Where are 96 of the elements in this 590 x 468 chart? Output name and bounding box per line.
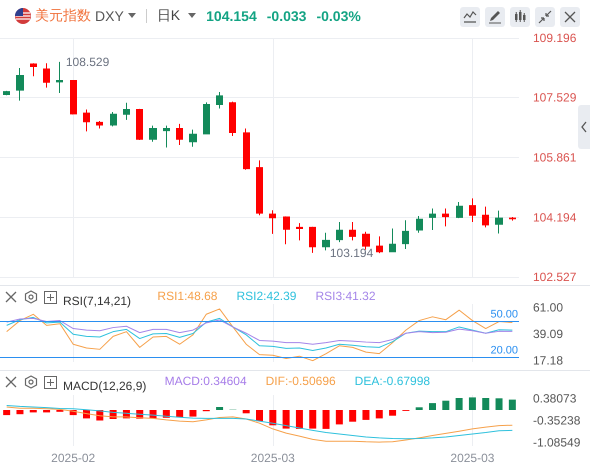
candlestick xyxy=(349,222,356,241)
bar xyxy=(349,410,356,422)
text: DIF:-0.50696 xyxy=(266,374,336,388)
y-tick-label: 39.09 xyxy=(533,327,564,342)
candlestick xyxy=(30,62,37,77)
candlestick xyxy=(123,102,130,120)
bar xyxy=(296,410,303,429)
y-tick-label: 104.194 xyxy=(533,210,577,224)
y-tick-label: 61.00 xyxy=(533,300,564,315)
candlestick xyxy=(469,198,476,223)
x-tick-label: 2025-03 xyxy=(450,451,495,465)
line-series xyxy=(6,318,513,345)
candlestick xyxy=(83,109,90,132)
y-tick-label: 109.196 xyxy=(533,31,577,45)
bar xyxy=(496,398,503,410)
candlestick xyxy=(149,125,157,142)
ref-line-label: 20.00 xyxy=(490,344,518,357)
text: 日K xyxy=(156,7,180,25)
candlestick xyxy=(283,216,290,245)
candlestick xyxy=(229,101,236,137)
candlestick xyxy=(362,231,370,250)
candlestick xyxy=(43,62,50,88)
text: -0.033 xyxy=(266,8,306,24)
y-tick-label: 0.38073 xyxy=(533,392,577,406)
bar xyxy=(389,410,396,416)
candlestick xyxy=(256,160,263,216)
chart-title: MACD(12,26,9) xyxy=(63,379,146,393)
candlestick xyxy=(509,216,516,222)
bar xyxy=(482,398,490,410)
candlestick xyxy=(96,120,103,130)
bar xyxy=(336,410,343,424)
candlestick xyxy=(56,61,63,94)
text: 104.154 xyxy=(206,8,257,24)
candlestick xyxy=(416,215,423,234)
bar xyxy=(416,407,423,410)
text: -0.03% xyxy=(316,8,361,24)
candlestick xyxy=(376,236,383,254)
series-label: MACD:0.34604 xyxy=(164,374,247,388)
candlestick xyxy=(389,228,396,252)
chart-title: RSI(7,14,21) xyxy=(63,294,132,308)
bar xyxy=(256,410,263,422)
bar xyxy=(189,410,196,417)
annotation: 103.194 xyxy=(330,246,374,260)
bar xyxy=(322,410,330,429)
series-label: RSI1:48.68 xyxy=(157,289,218,303)
bar xyxy=(3,410,10,416)
candlestick xyxy=(456,201,463,219)
y-tick-label: 107.529 xyxy=(533,90,577,105)
candlestick xyxy=(482,206,489,228)
candlestick xyxy=(70,80,77,116)
candlestick xyxy=(136,108,143,140)
x-tick-label: 2025-02 xyxy=(51,451,96,465)
candlestick xyxy=(3,90,10,96)
bar xyxy=(216,407,224,410)
bar xyxy=(508,400,516,410)
x-tick-label: 2025-03 xyxy=(250,451,296,465)
chart-subtitle: DXY xyxy=(95,8,124,24)
bar xyxy=(442,400,450,410)
candlestick xyxy=(16,67,24,102)
bar xyxy=(309,410,316,429)
candlestick xyxy=(322,232,330,251)
annotation: 108.529 xyxy=(66,54,110,69)
y-tick-label: -1.08549 xyxy=(533,436,581,450)
bar xyxy=(362,410,370,420)
candlestick xyxy=(296,222,303,241)
bar xyxy=(376,410,383,418)
bar xyxy=(282,410,290,429)
bar xyxy=(468,397,476,410)
bar xyxy=(269,410,276,426)
candlestick xyxy=(189,129,197,148)
candlestick xyxy=(309,226,316,254)
chart-title: 美元指数 xyxy=(35,7,91,25)
candlestick xyxy=(429,208,436,230)
y-tick-label: 17.18 xyxy=(533,354,564,368)
bar xyxy=(429,403,436,410)
y-tick-label: 105.861 xyxy=(533,150,577,165)
y-tick-label: -0.35238 xyxy=(533,414,581,428)
text: RSI3:41.32 xyxy=(315,289,376,303)
candlestick xyxy=(176,123,183,146)
candlestick xyxy=(402,220,409,250)
candlestick xyxy=(163,125,170,148)
bar xyxy=(456,398,463,410)
candlestick xyxy=(203,102,210,135)
text: DEA:-0.67998 xyxy=(354,374,430,388)
ref-line-label: 50.00 xyxy=(490,308,518,320)
candlestick xyxy=(495,210,503,234)
candlestick xyxy=(269,210,276,234)
candlestick xyxy=(442,208,449,227)
candlestick xyxy=(336,222,343,243)
y-tick-label: 102.527 xyxy=(533,270,577,284)
bar xyxy=(242,410,250,414)
candlestick xyxy=(243,128,250,170)
bar xyxy=(16,410,24,414)
series-label: RSI2:42.39 xyxy=(236,289,297,303)
candlestick xyxy=(216,91,223,109)
candlestick xyxy=(110,112,117,127)
